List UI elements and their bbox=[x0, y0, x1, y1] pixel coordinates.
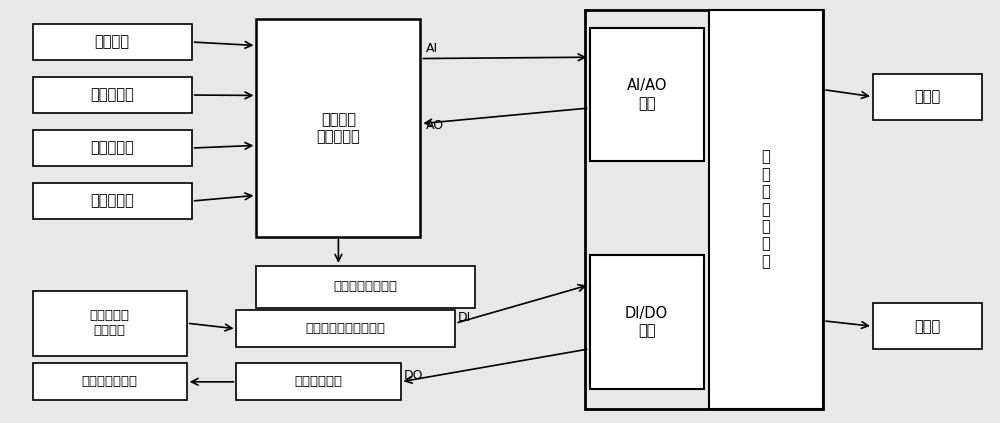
Text: 继电器端子板: 继电器端子板 bbox=[295, 375, 343, 388]
Text: 打印机: 打印机 bbox=[914, 89, 941, 104]
Text: DO: DO bbox=[404, 369, 423, 382]
Bar bbox=[33, 183, 192, 220]
Bar bbox=[33, 291, 187, 355]
Bar bbox=[33, 363, 187, 400]
Bar bbox=[873, 303, 982, 349]
Text: 力传感器: 力传感器 bbox=[95, 35, 130, 49]
Text: 压力传感器: 压力传感器 bbox=[90, 140, 134, 156]
Bar bbox=[236, 363, 401, 400]
Text: 增压缸限位
开关按钮: 增压缸限位 开关按钮 bbox=[90, 309, 130, 337]
Bar bbox=[33, 77, 192, 113]
Bar bbox=[873, 74, 982, 120]
Text: AO: AO bbox=[425, 119, 444, 132]
Bar bbox=[585, 10, 823, 409]
Bar bbox=[33, 24, 192, 60]
Text: AI/AO
模块: AI/AO 模块 bbox=[626, 78, 667, 111]
Text: DI: DI bbox=[458, 310, 471, 324]
Text: 信号处理和接线端子板: 信号处理和接线端子板 bbox=[306, 322, 386, 335]
Text: 显示器: 显示器 bbox=[914, 319, 941, 334]
Bar bbox=[590, 255, 704, 389]
Text: AI: AI bbox=[425, 41, 438, 55]
Bar bbox=[709, 10, 823, 409]
Text: 信号处理
接线端子板: 信号处理 接线端子板 bbox=[317, 112, 360, 144]
Bar bbox=[236, 310, 455, 347]
Text: DI/DO
模块: DI/DO 模块 bbox=[625, 306, 668, 338]
Text: 先导型比例溢流阀: 先导型比例溢流阀 bbox=[334, 280, 398, 293]
Bar bbox=[256, 266, 475, 308]
Bar bbox=[33, 130, 192, 166]
Text: 工
业
控
制
计
算
机: 工 业 控 制 计 算 机 bbox=[762, 149, 770, 269]
Text: 电磁阀操作指示: 电磁阀操作指示 bbox=[82, 375, 138, 388]
Bar bbox=[256, 19, 420, 236]
Bar bbox=[590, 28, 704, 162]
Text: 流量传感器: 流量传感器 bbox=[90, 194, 134, 209]
Text: 力矩传感器: 力矩传感器 bbox=[90, 88, 134, 102]
